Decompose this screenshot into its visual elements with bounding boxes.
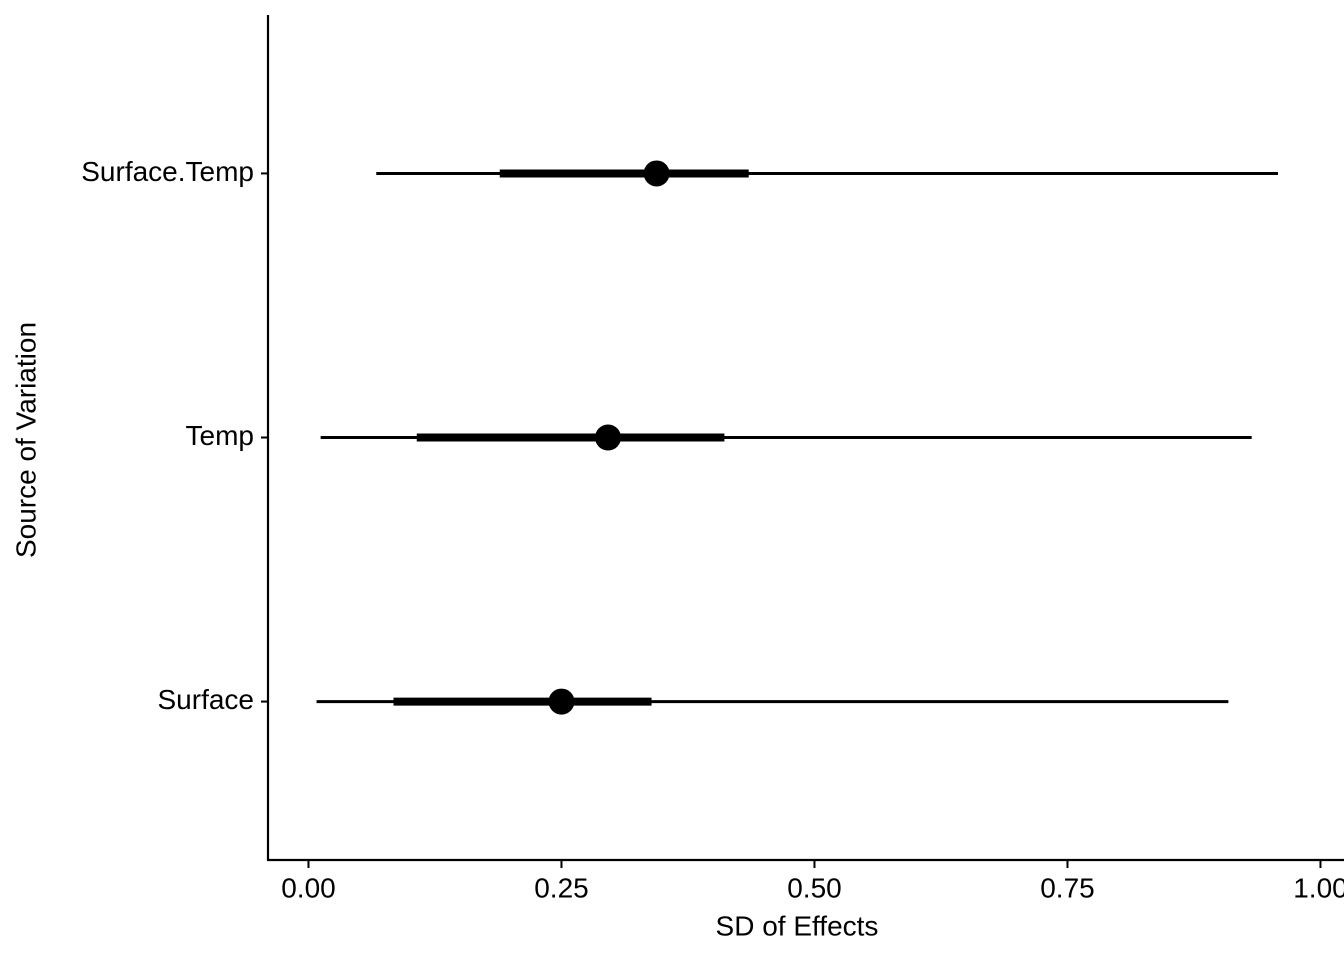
- y-tick-label: Temp: [186, 420, 254, 451]
- y-tick-label: Surface.Temp: [81, 156, 254, 187]
- y-tick-label: Surface: [158, 684, 255, 715]
- point: [643, 160, 670, 187]
- x-tick-label: 0.00: [281, 872, 336, 903]
- point: [548, 688, 575, 715]
- x-tick-label: 1.00: [1293, 872, 1344, 903]
- x-tick-label: 0.75: [1040, 872, 1095, 903]
- x-tick-label: 0.50: [787, 872, 842, 903]
- point: [595, 424, 622, 451]
- y-axis-title: Source of Variation: [10, 322, 41, 558]
- x-tick-label: 0.25: [534, 872, 589, 903]
- x-axis-title: SD of Effects: [716, 910, 879, 941]
